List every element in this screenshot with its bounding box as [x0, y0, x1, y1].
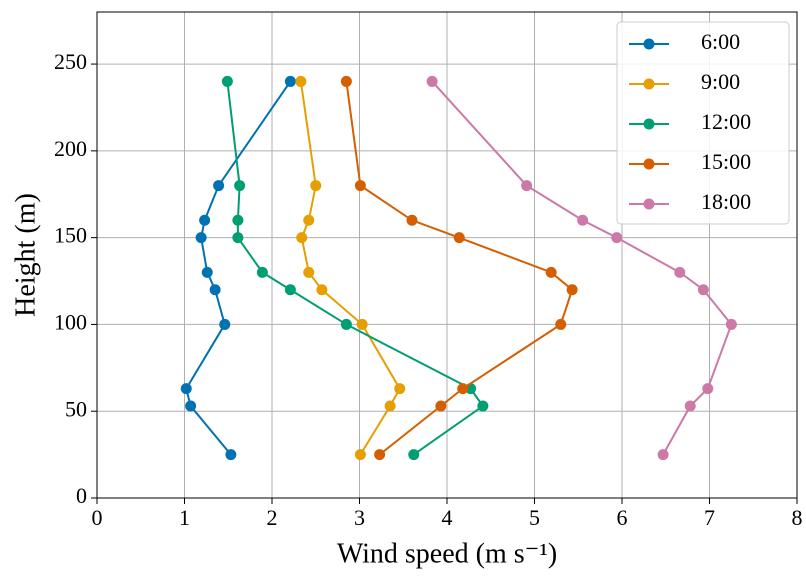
data-point	[185, 400, 197, 412]
legend-label: 15:00	[701, 149, 751, 174]
data-point	[408, 449, 420, 461]
data-point	[221, 75, 233, 87]
data-point	[394, 383, 406, 395]
data-point	[354, 180, 366, 192]
data-point	[674, 266, 686, 278]
x-tick-label: 4	[442, 505, 453, 530]
x-tick-label: 1	[179, 505, 190, 530]
data-point	[555, 318, 567, 330]
data-point	[426, 75, 438, 87]
legend-label: 18:00	[701, 189, 751, 214]
data-point	[284, 75, 296, 87]
y-tick-label: 50	[65, 396, 87, 421]
data-point	[180, 383, 192, 395]
legend-label: 12:00	[701, 109, 751, 134]
series-line	[226, 81, 485, 456]
data-point	[232, 232, 244, 244]
x-tick-label: 7	[704, 505, 715, 530]
data-point	[545, 266, 557, 278]
series-line	[345, 81, 574, 456]
data-point	[384, 400, 396, 412]
data-point	[611, 232, 623, 244]
data-point	[340, 75, 352, 87]
data-point	[697, 284, 709, 296]
x-tick-label: 8	[792, 505, 803, 530]
data-point	[256, 266, 268, 278]
data-point	[457, 383, 469, 395]
x-axis-label: Wind speed (m s⁻¹)	[337, 538, 557, 569]
x-tick-label: 3	[354, 505, 365, 530]
data-point	[213, 180, 225, 192]
data-point	[195, 232, 207, 244]
data-point	[684, 400, 696, 412]
legend-marker	[643, 38, 655, 50]
data-point	[225, 449, 237, 461]
x-tick-label: 2	[267, 505, 278, 530]
data-point	[374, 449, 386, 461]
data-point	[356, 318, 368, 330]
data-point	[477, 400, 489, 412]
data-point	[453, 232, 465, 244]
series-line	[431, 80, 733, 456]
legend-marker	[643, 78, 655, 90]
data-point	[284, 284, 296, 296]
data-point	[219, 318, 231, 330]
series-line	[185, 80, 292, 456]
data-point	[295, 75, 307, 87]
data-point	[201, 266, 213, 278]
legend-label: 9:00	[701, 69, 740, 94]
legend-marker	[643, 198, 655, 210]
y-tick-label: 200	[54, 136, 87, 161]
legend-label: 6:00	[701, 29, 740, 54]
data-point	[406, 214, 418, 226]
y-tick-label: 0	[76, 483, 87, 508]
data-point	[354, 449, 366, 461]
plot-frame	[96, 11, 798, 499]
y-tick-label: 100	[54, 309, 87, 334]
legend-marker	[643, 118, 655, 130]
data-point	[657, 449, 669, 461]
data-point	[296, 232, 308, 244]
x-tick-label: 0	[92, 505, 103, 530]
series-line	[299, 81, 401, 456]
data-point	[232, 214, 244, 226]
data-point	[199, 214, 211, 226]
y-tick-label: 150	[54, 223, 87, 248]
data-point	[521, 180, 533, 192]
data-point	[316, 284, 328, 296]
x-tick-label: 6	[617, 505, 628, 530]
data-point	[234, 180, 246, 192]
data-point	[310, 180, 322, 192]
data-point	[577, 214, 589, 226]
data-point	[340, 318, 352, 330]
data-point	[209, 284, 221, 296]
y-axis-label: Height (m)	[10, 193, 41, 317]
x-tick-label: 5	[529, 505, 540, 530]
data-point	[566, 284, 578, 296]
data-point	[435, 400, 447, 412]
legend-marker	[643, 158, 655, 170]
data-point	[725, 318, 737, 330]
data-point	[702, 383, 714, 395]
data-point	[303, 214, 315, 226]
y-tick-label: 250	[54, 49, 87, 74]
legend-box	[616, 21, 790, 225]
data-point	[303, 266, 315, 278]
